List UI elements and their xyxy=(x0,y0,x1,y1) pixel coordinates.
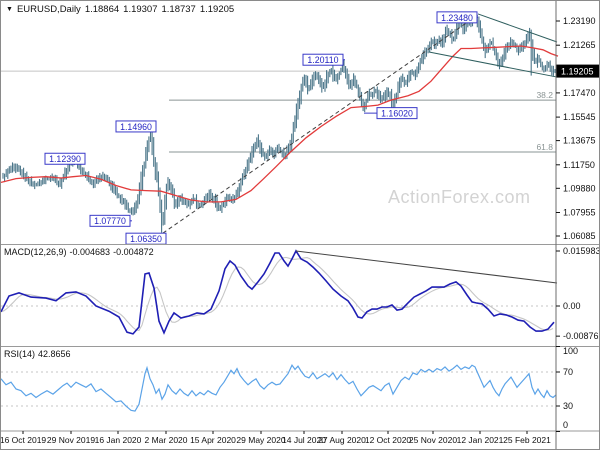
rising-dashed-trendline[interactable] xyxy=(162,14,479,234)
price-tick-label: 1.06085 xyxy=(563,231,596,241)
date-tick-label: 16 Oct 2019 xyxy=(1,435,46,445)
price-tick-label: 1.13675 xyxy=(563,136,596,146)
quote-close: 1.19205 xyxy=(199,4,235,15)
price-label-text: 1.07770 xyxy=(94,216,126,226)
price-label-text: 1.16020 xyxy=(381,109,413,119)
price-label-text: 1.14960 xyxy=(120,122,152,132)
macd-tick-label: 0.00 xyxy=(563,301,581,311)
price-label-text: 1.20110 xyxy=(307,55,338,65)
quote-open: 1.18864 xyxy=(84,4,120,15)
price-tick-label: 1.11750 xyxy=(563,160,595,170)
date-tick-label: 29 May 2020 xyxy=(236,435,285,445)
date-tick-label: 16 Jan 2020 xyxy=(95,435,142,445)
macd-pane xyxy=(1,249,558,335)
price-label-text: 1.06350 xyxy=(130,234,162,244)
date-tick-label: 12 Jan 2021 xyxy=(457,435,504,445)
ma-line xyxy=(1,45,559,203)
date-tick-label: 29 Nov 2019 xyxy=(47,435,95,445)
date-axis: 16 Oct 2019 29 Nov 2019 16 Jan 2020 2 Mar 2… xyxy=(1,431,551,445)
symbol-dropdown-icon[interactable]: ▼ xyxy=(6,6,13,13)
price-tick-label: 1.15545 xyxy=(563,112,596,122)
quote-high: 1.19307 xyxy=(123,4,158,15)
price-tick-label: 1.09880 xyxy=(563,183,596,193)
price-label-box[interactable] xyxy=(115,120,157,133)
current-price-box xyxy=(556,64,599,78)
date-tick-label: 2 Mar 2020 xyxy=(145,435,188,445)
rsi-tick-label: 30 xyxy=(563,401,573,411)
macd-trendline[interactable] xyxy=(295,250,558,284)
date-tick-label: 14 Jul 2020 xyxy=(282,435,326,445)
rsi-indicator-label: RSI(14) 42.8656 xyxy=(4,349,74,359)
macd-signal-line xyxy=(1,256,554,332)
rsi-pane xyxy=(1,364,557,412)
macd-line xyxy=(1,249,555,335)
price-label-box[interactable] xyxy=(376,107,418,120)
price-label-box[interactable] xyxy=(44,152,86,165)
date-tick-label: 12 Oct 2020 xyxy=(365,435,412,445)
rsi-tick-label: 0 xyxy=(563,420,568,430)
fib-61.8-label: 61.8 xyxy=(536,142,553,152)
fib-38.2-label: 38.2 xyxy=(536,90,553,100)
rsi-value: 42.8656 xyxy=(38,349,71,359)
price-axis: 1.23190 1.21265 1.17470 1.15545 1.13675 1.117… xyxy=(556,16,600,432)
price-tick-label: 1.17470 xyxy=(563,88,596,98)
channel-lower-trendline[interactable] xyxy=(428,51,558,78)
main-price-pane: 38.2 61.8 1.23480 1.20110 1.16020 1.14960 1.12… xyxy=(1,11,559,245)
channel-upper-trendline[interactable] xyxy=(477,13,558,43)
price-tick-label: 1.21265 xyxy=(563,40,596,50)
date-tick-label: 15 Apr 2020 xyxy=(190,435,236,445)
rsi-tick-label: 100 xyxy=(563,346,578,356)
price-label-box[interactable] xyxy=(436,11,478,24)
macd-tick-label: -0.008762 xyxy=(563,331,600,341)
current-price-label: 1.19205 xyxy=(561,67,594,77)
price-label-text: 1.12390 xyxy=(49,154,81,164)
macd-title: MACD(12,26,9) xyxy=(4,247,67,257)
watermark: ActionForex.com xyxy=(388,187,531,207)
macd-value: -0.004683 xyxy=(69,247,111,257)
price-label-text: 1.23480 xyxy=(441,13,473,23)
price-tick-label: 1.07955 xyxy=(563,208,596,218)
rsi-tick-label: 70 xyxy=(563,367,573,377)
date-tick-label: 25 Nov 2020 xyxy=(409,435,457,445)
price-label-box[interactable] xyxy=(89,214,131,227)
symbol-name: EURUSD,Daily xyxy=(16,4,81,15)
rsi-title: RSI(14) xyxy=(4,349,36,359)
macd-signal-value: -0.004872 xyxy=(113,247,154,257)
macd-tick-label: 0.015983 xyxy=(563,246,600,256)
symbol-header: ▼ EURUSD,Daily 1.18864 1.19307 1.18737 1.1920… xyxy=(6,4,234,15)
quote-low: 1.18737 xyxy=(161,4,196,15)
rsi-line xyxy=(1,364,557,412)
price-label-box[interactable] xyxy=(302,53,344,66)
price-tick-label: 1.23190 xyxy=(563,16,596,26)
date-tick-label: 25 Feb 2021 xyxy=(503,435,551,445)
date-tick-label: 27 Aug 2020 xyxy=(318,435,366,445)
macd-indicator-label: MACD(12,26,9) -0.004683 -0.004872 xyxy=(4,247,157,257)
